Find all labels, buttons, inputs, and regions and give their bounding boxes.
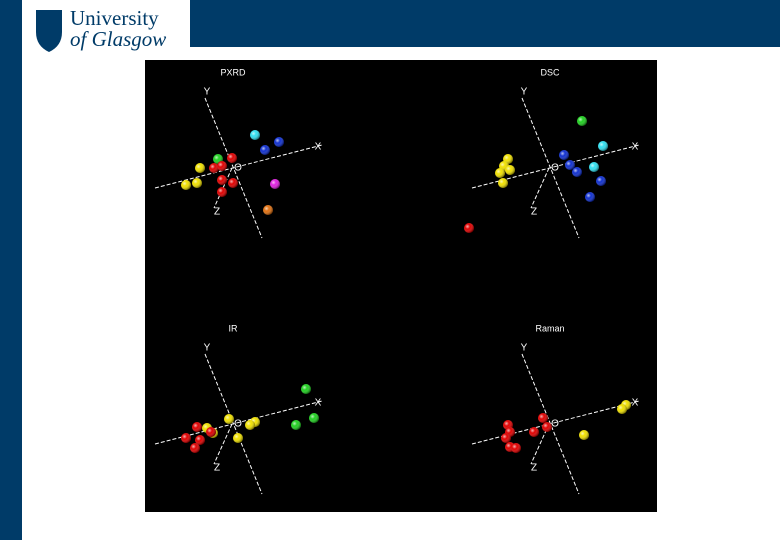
sphere-shine: [291, 420, 301, 430]
sphere-shine: [217, 175, 227, 185]
sphere-shine: [190, 443, 200, 453]
axis-label: X: [632, 142, 639, 153]
logo-line2: of Glasgow: [70, 27, 166, 51]
plot-panel: DSC X Y Z O: [471, 67, 640, 239]
panel-title: Raman: [535, 323, 564, 333]
sphere-shine: [195, 163, 205, 173]
axis-z: [530, 167, 550, 209]
sphere-shine: [217, 161, 227, 171]
axis-label: X: [315, 398, 322, 409]
sphere-shine: [617, 404, 627, 414]
axis-z: [213, 423, 233, 465]
sphere-shine: [529, 427, 539, 437]
sphere-shine: [559, 150, 569, 160]
spheres: [181, 130, 284, 215]
panels: PXRD X Y Z O DSC X Y Z O IR X Y Z O Raman X Y Z O: [154, 67, 640, 495]
sphere-shine: [274, 137, 284, 147]
axis-label: Z: [214, 207, 220, 218]
axis-label: Y: [204, 87, 211, 98]
sphere-shine: [192, 178, 202, 188]
panel-title: IR: [229, 323, 239, 333]
sphere-shine: [598, 141, 608, 151]
sphere-shine: [217, 187, 227, 197]
axis-label: Z: [214, 463, 220, 474]
axis-y: [204, 353, 263, 495]
axis-label: O: [551, 163, 559, 174]
sphere-shine: [464, 223, 474, 233]
axis-label: Z: [531, 463, 537, 474]
axis-x: [154, 400, 323, 445]
axis-x: [471, 400, 640, 445]
left-band: [0, 0, 22, 540]
sphere-shine: [498, 178, 508, 188]
axis-label: O: [551, 419, 559, 430]
sphere-shine: [301, 384, 311, 394]
sphere-shine: [505, 165, 515, 175]
crest: [36, 10, 62, 52]
axis-y: [204, 97, 263, 239]
panel-title: DSC: [540, 67, 560, 77]
sphere-shine: [309, 413, 319, 423]
axis-label: X: [632, 398, 639, 409]
axis-label: X: [315, 142, 322, 153]
axis-label: Z: [531, 207, 537, 218]
sphere-shine: [596, 176, 606, 186]
sphere-shine: [209, 163, 219, 173]
axis-label: O: [234, 419, 242, 430]
sphere-shine: [585, 192, 595, 202]
sphere-shine: [195, 435, 205, 445]
sphere-shine: [542, 422, 552, 432]
axis-label: Y: [521, 87, 528, 98]
figure: [145, 60, 657, 512]
sphere-shine: [245, 420, 255, 430]
sphere-shine: [181, 433, 191, 443]
spheres: [464, 116, 608, 233]
sphere-shine: [501, 433, 511, 443]
panel-title: PXRD: [220, 67, 246, 77]
top-band: [190, 0, 780, 47]
sphere-shine: [181, 180, 191, 190]
spheres: [501, 400, 631, 453]
sphere-shine: [233, 433, 243, 443]
sphere-shine: [228, 178, 238, 188]
sphere-shine: [270, 179, 280, 189]
sphere-shine: [192, 422, 202, 432]
sphere-shine: [260, 145, 270, 155]
sphere-shine: [227, 153, 237, 163]
logo: University of Glasgow: [36, 6, 166, 52]
sphere-shine: [263, 205, 273, 215]
logo-line1: University: [70, 6, 159, 30]
sphere-shine: [579, 430, 589, 440]
sphere-shine: [224, 414, 234, 424]
sphere-shine: [511, 443, 521, 453]
axis-x: [154, 144, 323, 189]
spheres: [181, 384, 319, 453]
sphere-shine: [250, 130, 260, 140]
sphere-shine: [565, 160, 575, 170]
axis-y: [521, 97, 580, 239]
sphere-shine: [206, 427, 216, 437]
axis-label: Y: [521, 343, 528, 354]
axis-label: O: [234, 163, 242, 174]
sphere-shine: [495, 168, 505, 178]
sphere-shine: [572, 167, 582, 177]
axis-x: [471, 144, 640, 189]
sphere-shine: [538, 413, 548, 423]
axis-label: Y: [204, 343, 211, 354]
sphere-shine: [577, 116, 587, 126]
sphere-shine: [589, 162, 599, 172]
plot-panel: IR X Y Z O: [154, 323, 323, 495]
